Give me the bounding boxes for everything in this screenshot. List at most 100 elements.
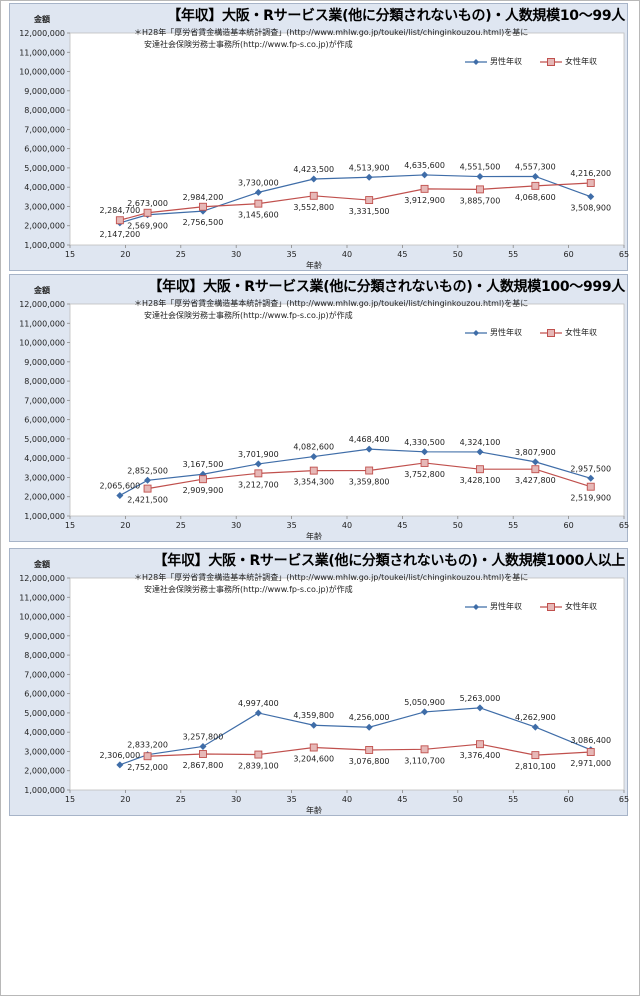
male-data-point xyxy=(476,448,484,456)
source-note-line1: ＊H28年「厚労省賃金構造基本統計調査」(http://www.mhlw.go.… xyxy=(134,299,529,308)
female-data-label: 2,984,200 xyxy=(183,193,224,202)
x-tick-label: 35 xyxy=(287,521,297,530)
male-data-point xyxy=(421,171,429,179)
legend-female-label: 女性年収 xyxy=(565,57,597,66)
y-tick-label: 6,000,000 xyxy=(24,416,65,425)
y-tick-label: 10,000,000 xyxy=(19,339,65,348)
male-data-label: 3,257,800 xyxy=(183,732,224,741)
male-data-point xyxy=(587,193,595,201)
male-data-label: 2,569,900 xyxy=(127,222,168,231)
legend-male-label: 男性年収 xyxy=(490,328,522,337)
female-data-point xyxy=(199,202,207,211)
male-data-point xyxy=(587,474,595,482)
source-note-line1: ＊H28年「厚労省賃金構造基本統計調査」(http://www.mhlw.go.… xyxy=(134,573,529,582)
y-tick-label: 7,000,000 xyxy=(24,125,65,134)
female-data-point xyxy=(309,466,318,475)
source-note-line2: 安達社会保険労務士事務所(http://www.fp-s.co.jp)が作成 xyxy=(144,311,353,320)
male-data-point xyxy=(365,445,373,453)
y-tick-label: 8,000,000 xyxy=(24,106,65,115)
y-tick-label: 7,000,000 xyxy=(24,396,65,405)
male-data-label: 4,513,900 xyxy=(349,163,390,172)
source-note-line1: ＊H28年「厚労省賃金構造基本統計調査」(http://www.mhlw.go.… xyxy=(134,28,529,37)
male-data-point xyxy=(144,476,152,484)
female-data-point xyxy=(586,179,595,187)
male-data-point xyxy=(531,723,539,731)
y-tick-label: 12,000,000 xyxy=(19,29,65,38)
female-data-point xyxy=(586,482,595,491)
chart-title: 【年収】大阪・Rサービス業(他に分類されないもの)・人数規模100～999人 xyxy=(148,279,625,295)
female-data-point xyxy=(143,208,152,217)
y-tick-label: 8,000,000 xyxy=(24,651,65,660)
legend-male-marker-icon xyxy=(465,329,487,336)
y-axis-label: 金額 xyxy=(34,15,50,24)
male-data-label: 5,050,900 xyxy=(404,698,445,707)
y-tick-label: 12,000,000 xyxy=(19,574,65,583)
chart-plot-area: 1,000,000 2,000,000 3,000,000 4,000,000 5,00… xyxy=(19,574,629,804)
source-note-line2: 安達社会保険労務士事務所(http://www.fp-s.co.jp)が作成 xyxy=(144,585,353,594)
female-data-point xyxy=(309,743,318,752)
y-tick-label: 7,000,000 xyxy=(24,670,65,679)
male-data-label: 3,508,900 xyxy=(570,204,611,213)
x-tick-label: 20 xyxy=(120,250,130,259)
male-data-label: 4,557,300 xyxy=(515,162,556,171)
male-data-label: 2,756,500 xyxy=(183,218,224,227)
chart-plot-area: 1,000,000 2,000,000 3,000,000 4,000,000 5,00… xyxy=(19,300,629,530)
legend-item-female: 女性年収 xyxy=(540,327,597,338)
female-data-point xyxy=(143,484,152,493)
legend: 男性年収 女性年収 xyxy=(465,327,597,338)
legend-item-male: 男性年収 xyxy=(465,56,522,67)
male-data-point xyxy=(254,709,262,717)
female-data-point xyxy=(531,751,540,760)
y-tick-label: 4,000,000 xyxy=(24,454,65,463)
male-data-point xyxy=(310,721,318,729)
x-tick-label: 25 xyxy=(176,521,186,530)
y-tick-label: 2,000,000 xyxy=(24,493,65,502)
x-tick-label: 20 xyxy=(120,795,130,804)
male-data-label: 4,423,500 xyxy=(293,165,334,174)
x-tick-label: 60 xyxy=(564,521,574,530)
male-series-line xyxy=(119,707,591,766)
female-data-label: 2,971,000 xyxy=(570,759,611,768)
x-tick-label: 35 xyxy=(287,250,297,259)
y-tick-label: 5,000,000 xyxy=(24,709,65,718)
male-data-point xyxy=(116,761,124,769)
legend-item-male: 男性年収 xyxy=(465,327,522,338)
female-data-point xyxy=(309,191,318,200)
female-data-point xyxy=(420,745,429,754)
female-data-label: 3,354,300 xyxy=(293,478,334,487)
chart-panel-medium: 1,000,000 2,000,000 3,000,000 4,000,000 5,00… xyxy=(9,274,629,542)
female-data-point xyxy=(254,750,263,759)
female-data-point xyxy=(199,475,207,484)
male-data-point xyxy=(476,173,484,181)
male-data-label: 5,263,000 xyxy=(460,694,501,703)
y-tick-label: 5,000,000 xyxy=(24,164,65,173)
y-tick-label: 2,000,000 xyxy=(24,222,65,231)
legend-male-marker-icon xyxy=(465,603,487,610)
x-tick-label: 15 xyxy=(65,795,75,804)
female-data-point xyxy=(254,199,263,208)
female-series-line xyxy=(119,182,591,221)
x-tick-label: 55 xyxy=(508,521,518,530)
male-data-point xyxy=(116,491,124,499)
y-tick-label: 9,000,000 xyxy=(24,632,65,641)
female-data-label: 2,867,800 xyxy=(183,761,224,770)
female-data-label: 3,145,600 xyxy=(238,211,279,220)
x-tick-label: 45 xyxy=(397,795,407,804)
male-data-point xyxy=(531,458,539,466)
male-data-label: 4,262,900 xyxy=(515,713,556,722)
y-tick-label: 1,000,000 xyxy=(24,241,65,250)
male-data-label: 4,256,000 xyxy=(349,713,390,722)
chart-panel-large: 1,000,000 2,000,000 3,000,000 4,000,000 5,00… xyxy=(9,548,629,816)
x-tick-label: 50 xyxy=(453,795,463,804)
male-data-label: 2,957,500 xyxy=(570,464,611,473)
y-tick-label: 12,000,000 xyxy=(19,300,65,309)
male-data-label: 3,730,000 xyxy=(238,178,279,187)
x-tick-label: 30 xyxy=(231,250,241,259)
x-tick-label: 40 xyxy=(342,795,352,804)
x-tick-label: 45 xyxy=(397,521,407,530)
male-data-label: 4,635,600 xyxy=(404,161,445,170)
x-tick-label: 15 xyxy=(65,250,75,259)
legend-male-label: 男性年収 xyxy=(490,602,522,611)
female-data-point xyxy=(115,216,124,225)
male-data-label: 3,167,500 xyxy=(183,460,224,469)
